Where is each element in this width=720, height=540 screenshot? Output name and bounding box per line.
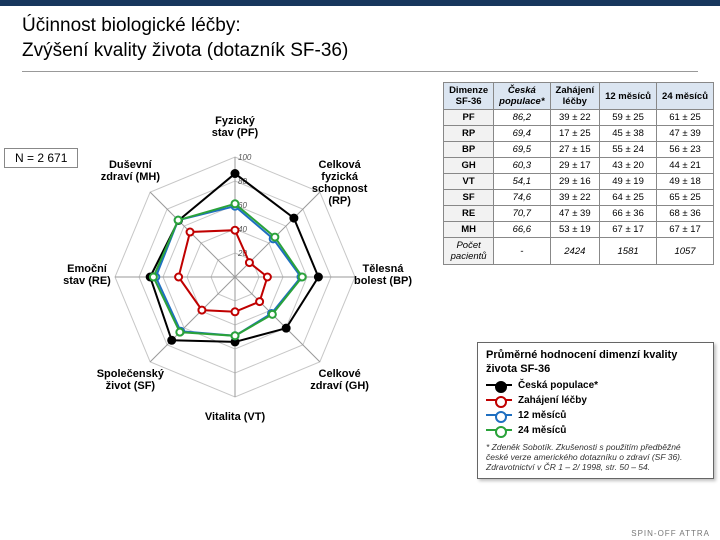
table-cell: 74,6 (494, 190, 550, 206)
legend-label: 12 měsíců (518, 410, 566, 421)
legend-item: 24 měsíců (478, 423, 713, 438)
table-cell: 2424 (550, 238, 600, 265)
table-cell: 47 ± 39 (550, 206, 600, 222)
legend-item: Zahájení léčby (478, 393, 713, 408)
legend-swatch (486, 395, 512, 405)
table-cell: 59 ± 25 (600, 110, 657, 126)
table-cell: 60,3 (494, 158, 550, 174)
table-cell: 66 ± 36 (600, 206, 657, 222)
table-cell: - (494, 238, 550, 265)
table-cell: 49 ± 18 (657, 174, 714, 190)
table-header: Zahájeníléčby (550, 83, 600, 110)
table-cell: 53 ± 19 (550, 222, 600, 238)
table-row: PF86,239 ± 2259 ± 2561 ± 25 (444, 110, 714, 126)
legend-footnote: * Zdeněk Sobotík. Zkušenosti s použitím … (478, 438, 713, 479)
legend-label: Zahájení léčby (518, 395, 587, 406)
table-cell: 29 ± 16 (550, 174, 600, 190)
table-cell: SF (444, 190, 494, 206)
table-row: MH66,653 ± 1967 ± 1767 ± 17 (444, 222, 714, 238)
legend-label: 24 měsíců (518, 425, 566, 436)
table-header: Českápopulace* (494, 83, 550, 110)
table-cell: 66,6 (494, 222, 550, 238)
table-cell: GH (444, 158, 494, 174)
legend-swatch (486, 410, 512, 420)
table-cell: Početpacientů (444, 238, 494, 265)
table-cell: VT (444, 174, 494, 190)
table-row: BP69,527 ± 1555 ± 2456 ± 23 (444, 142, 714, 158)
table-cell: RP (444, 126, 494, 142)
table-header: 12 měsíců (600, 83, 657, 110)
legend-item: Česká populace* (478, 378, 713, 393)
radar-axis-label: Tělesnábolest (BP) (343, 263, 423, 287)
table-cell: 70,7 (494, 206, 550, 222)
legend-title: Průměrné hodnocení dimenzí kvality život… (478, 343, 713, 377)
radar-axis-label: Celkovézdraví (GH) (300, 368, 380, 392)
table-cell: 86,2 (494, 110, 550, 126)
legend-swatch (486, 425, 512, 435)
radar-axis-label: Fyzickýstav (PF) (195, 115, 275, 139)
legend-box: Průměrné hodnocení dimenzí kvality život… (477, 342, 714, 479)
table-cell: 43 ± 20 (600, 158, 657, 174)
legend-label: Česká populace* (518, 380, 598, 391)
table-row: SF74,639 ± 2264 ± 2565 ± 25 (444, 190, 714, 206)
table-cell: 65 ± 25 (657, 190, 714, 206)
table-cell: 39 ± 22 (550, 110, 600, 126)
legend-swatch (486, 380, 512, 390)
table-cell: PF (444, 110, 494, 126)
radar-axis-label: Společenskýživot (SF) (90, 368, 170, 392)
table-cell: 27 ± 15 (550, 142, 600, 158)
title-line1: Účinnost biologické léčby: (22, 14, 698, 39)
table-cell: 44 ± 21 (657, 158, 714, 174)
radar-axis-label: Duševnízdraví (MH) (90, 159, 170, 183)
table-cell: 61 ± 25 (657, 110, 714, 126)
radar-chart: 20406080100 Fyzickýstav (PF)Celkováfyzic… (50, 82, 420, 452)
table-cell: 17 ± 25 (550, 126, 600, 142)
table-cell: 67 ± 17 (657, 222, 714, 238)
data-table: DimenzeSF-36Českápopulace*Zahájeníléčby1… (443, 82, 714, 265)
table-cell: MH (444, 222, 494, 238)
table-cell: 29 ± 17 (550, 158, 600, 174)
table-cell: RE (444, 206, 494, 222)
radar-axis-label: Celkováfyzickáschopnost(RP) (300, 159, 380, 207)
table-cell: 1581 (600, 238, 657, 265)
page-title: Účinnost biologické léčby: Zvýšení kvali… (0, 6, 720, 67)
footer-brand: SPIN-OFF ATTRA (631, 529, 710, 538)
svg-text:100: 100 (238, 153, 252, 162)
radar-axis-label: Vitalita (VT) (195, 411, 275, 423)
table-cell: BP (444, 142, 494, 158)
table-cell: 1057 (657, 238, 714, 265)
table-cell: 55 ± 24 (600, 142, 657, 158)
table-cell: 54,1 (494, 174, 550, 190)
table-cell: 47 ± 39 (657, 126, 714, 142)
table-cell: 67 ± 17 (600, 222, 657, 238)
table-cell: 49 ± 19 (600, 174, 657, 190)
table-cell: 56 ± 23 (657, 142, 714, 158)
title-line2: Zvýšení kvality života (dotazník SF-36) (22, 39, 698, 64)
table-cell: 39 ± 22 (550, 190, 600, 206)
table-cell: 69,4 (494, 126, 550, 142)
table-row: GH60,329 ± 1743 ± 2044 ± 21 (444, 158, 714, 174)
radar-axis-label: Emočnístav (RE) (47, 263, 127, 287)
table-footer-row: Početpacientů-242415811057 (444, 238, 714, 265)
legend-item: 12 měsíců (478, 408, 713, 423)
table-cell: 68 ± 36 (657, 206, 714, 222)
table-header: 24 měsíců (657, 83, 714, 110)
table-cell: 45 ± 38 (600, 126, 657, 142)
table-row: RE70,747 ± 3966 ± 3668 ± 36 (444, 206, 714, 222)
table-cell: 69,5 (494, 142, 550, 158)
table-row: RP69,417 ± 2545 ± 3847 ± 39 (444, 126, 714, 142)
table-header: DimenzeSF-36 (444, 83, 494, 110)
table-row: VT54,129 ± 1649 ± 1949 ± 18 (444, 174, 714, 190)
table-cell: 64 ± 25 (600, 190, 657, 206)
